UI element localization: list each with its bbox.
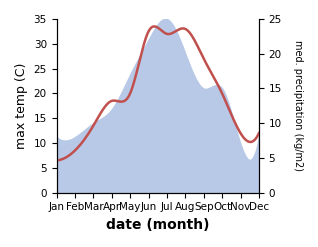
X-axis label: date (month): date (month)	[106, 218, 210, 232]
Y-axis label: max temp (C): max temp (C)	[15, 63, 28, 149]
Y-axis label: med. precipitation (kg/m2): med. precipitation (kg/m2)	[293, 40, 303, 171]
